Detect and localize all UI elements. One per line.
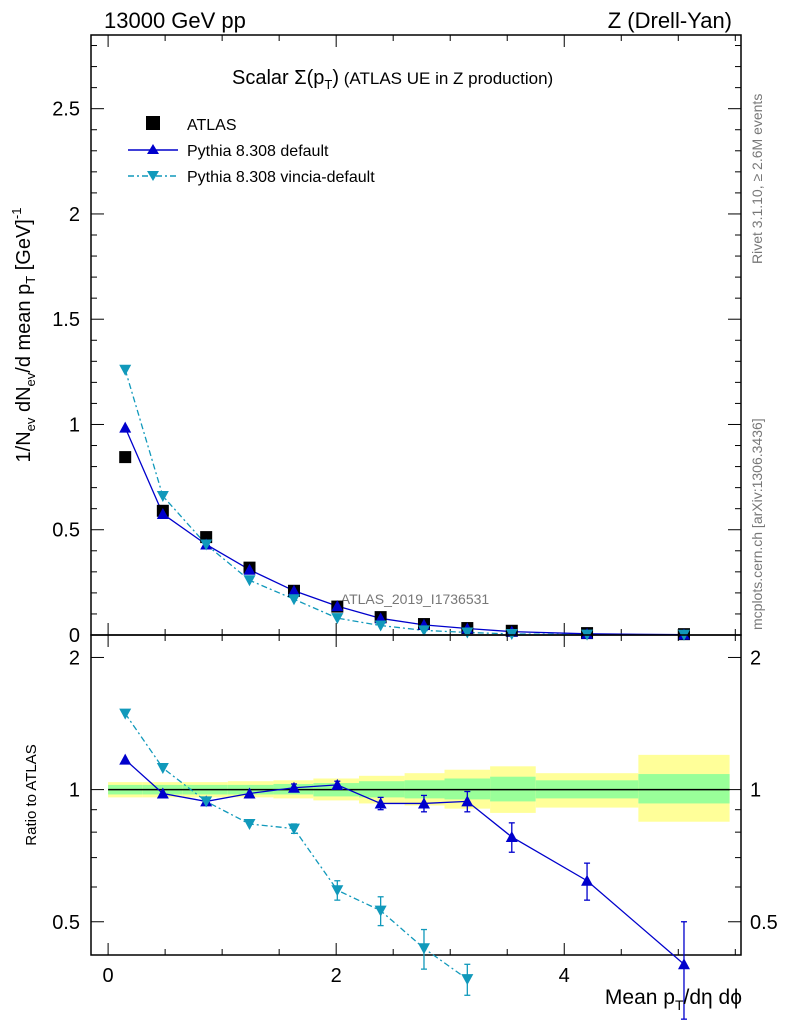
title-close: ) — [332, 67, 339, 89]
ratio-y-tick-label: 1 — [69, 780, 80, 802]
title-prefix: Scalar — [232, 67, 294, 89]
ratio-vincia-line — [124, 713, 468, 980]
ratio-uncertainty-bands — [108, 754, 730, 822]
ratio-vincia-point — [156, 763, 169, 775]
main-vincia-point — [156, 491, 169, 503]
y-axis-label-ratio: Ratio to ATLAS — [23, 744, 40, 845]
y-axis-label-main: 1/Nev dNev/d mean pT [GeV]-1 — [9, 208, 38, 463]
ratio-default-point — [677, 958, 690, 970]
legend-atlas-label: ATLAS — [187, 117, 237, 134]
main-default-point — [119, 421, 132, 433]
xlabel-sub: T — [675, 997, 684, 1013]
ratio-axis-ticks — [91, 635, 741, 955]
main-axis-ticks — [91, 35, 741, 636]
rivet-version-label: Rivet 3.1.10, ≥ 2.6M events — [749, 94, 765, 264]
ylabel-p2: dN — [13, 386, 35, 417]
main-panel: 0 0.5 1 1.5 2 2.5 ATLAS_2019_I1736531 — [52, 34, 742, 647]
main-vincia-point — [374, 620, 387, 632]
ratio-default-point — [119, 753, 132, 765]
legend-default-label: Pythia 8.308 default — [187, 143, 329, 160]
legend-vincia-marker — [147, 171, 159, 181]
main-vincia-point — [119, 364, 132, 376]
ratio-vincia-point — [461, 974, 474, 986]
header-right: Z (Drell-Yan) — [608, 8, 732, 33]
main-series — [119, 364, 690, 641]
ylabel-sup: -1 — [9, 208, 24, 220]
xlabel-p2: /dη dϕ — [684, 986, 742, 1009]
main-vincia-point — [243, 575, 256, 587]
main-y-tick-label: 1 — [69, 414, 80, 436]
main-vincia-point — [417, 625, 430, 637]
main-vincia-point — [287, 594, 300, 606]
chart-title: Scalar Σ(pT) (ATLAS UE in Z production) — [232, 67, 553, 92]
ratio-frame — [90, 634, 742, 956]
x-tick-labels: 0 2 4 — [103, 965, 570, 987]
main-default-point — [331, 600, 344, 612]
main-y-tick-label: 0 — [69, 625, 80, 647]
ratio-vincia-point — [417, 943, 430, 955]
ratio-vincia-point — [331, 885, 344, 897]
ratio-y-tick-label: 0.5 — [52, 912, 80, 934]
main-vincia-point — [200, 539, 213, 551]
ratio-y-tick-label-right: 0.5 — [750, 912, 778, 934]
title-suffix: (ATLAS UE in Z production) — [339, 69, 553, 88]
ratio-y-tick-label: 2 — [69, 647, 80, 669]
ratio-vincia-point — [119, 708, 132, 720]
ratio-y-tick-label-right: 1 — [750, 780, 761, 802]
ylabel-s3: T — [23, 276, 38, 284]
ratio-y-tick-label-right: 2 — [750, 647, 761, 669]
ratio-default-point — [243, 787, 256, 799]
main-default-point — [156, 507, 169, 519]
ratio-default-point — [417, 797, 430, 809]
main-default-point — [287, 584, 300, 596]
main-vincia-line — [124, 369, 684, 636]
ratio-tick-labels: 0.5 0.5 1 1 2 2 — [52, 647, 778, 933]
ratio-series — [119, 708, 690, 1020]
ratio-panel: 0.5 0.5 1 1 2 2 — [52, 634, 778, 1020]
ratio-vincia-point — [374, 905, 387, 917]
main-default-line — [124, 427, 684, 636]
ratio-vincia-point — [243, 818, 256, 830]
analysis-watermark: ATLAS_2019_I1736531 — [341, 591, 490, 607]
legend-default-marker — [147, 144, 159, 154]
main-vincia-point — [461, 627, 474, 639]
main-y-tick-label: 2 — [69, 204, 80, 226]
ratio-vincia-point — [287, 823, 300, 835]
mcplots-label: mcplots.cern.ch [arXiv:1306.3436] — [749, 418, 765, 630]
ratio-vincia-point — [200, 796, 213, 808]
x-tick-label: 0 — [103, 965, 114, 987]
ratio-default-line — [124, 759, 685, 965]
title-sigma: Σ(p — [294, 67, 324, 89]
ratio-band-inner — [638, 774, 730, 804]
header-left: 13000 GeV pp — [104, 8, 246, 33]
main-atlas-point — [119, 451, 132, 464]
legend-atlas-marker — [146, 116, 160, 130]
ylabel-p3: /d mean p — [13, 284, 35, 373]
x-tick-label: 2 — [331, 965, 342, 987]
x-tick-label: 4 — [559, 965, 570, 987]
ratio-default-point — [374, 797, 387, 809]
ratio-default-point — [461, 795, 474, 807]
ratio-default-point — [505, 830, 518, 842]
ratio-default-point — [581, 874, 594, 886]
legend-vincia-label: Pythia 8.308 vincia-default — [187, 169, 375, 186]
legend: ATLAS Pythia 8.308 default Pythia 8.308 … — [128, 116, 375, 186]
ylabel-p1: 1/N — [13, 431, 35, 462]
main-default-point — [243, 563, 256, 575]
ylabel-p4: [GeV] — [13, 219, 35, 276]
main-y-tick-label: 1.5 — [52, 309, 80, 331]
main-y-tick-label: 0.5 — [52, 520, 80, 542]
ylabel-s2: ev — [23, 372, 38, 386]
title-sub: T — [324, 77, 332, 92]
main-y-tick-label: 2.5 — [52, 99, 80, 121]
ratio-default-point — [156, 787, 169, 799]
ratio-default-point — [331, 778, 344, 790]
x-axis-label: Mean pT/dη dϕ — [605, 986, 742, 1013]
xlabel-p1: Mean p — [605, 986, 675, 1009]
ratio-default-point — [287, 781, 300, 793]
main-vincia-point — [331, 613, 344, 625]
ylabel-s1: ev — [23, 417, 38, 431]
main-tick-labels: 0 0.5 1 1.5 2 2.5 — [52, 99, 80, 647]
